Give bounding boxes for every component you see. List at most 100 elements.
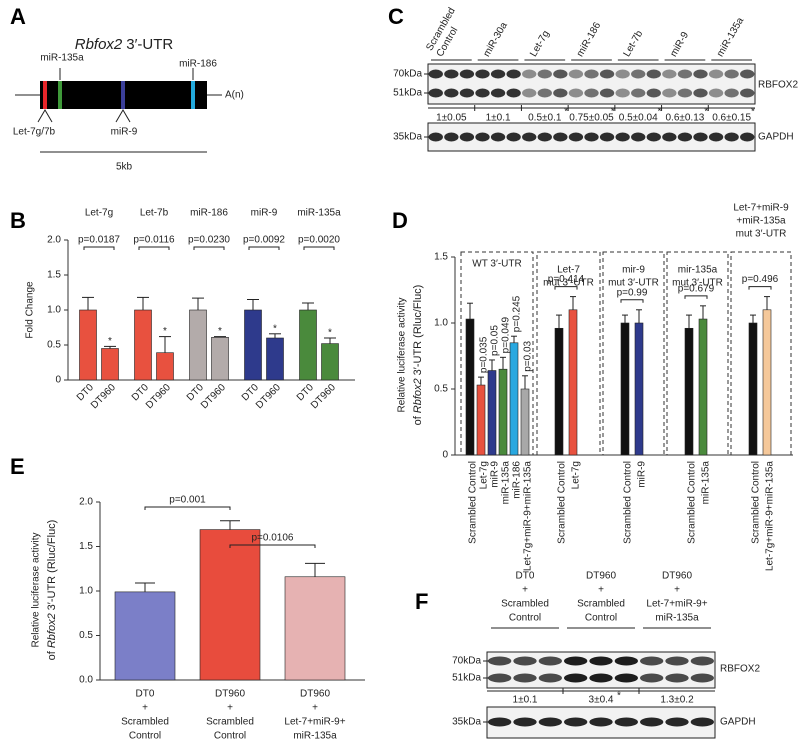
band [564, 717, 588, 727]
group-label: +miR-135a [736, 216, 786, 227]
bar [244, 309, 262, 381]
bar [568, 309, 578, 456]
band [677, 69, 693, 79]
bar [748, 322, 758, 456]
band [589, 717, 613, 727]
x-tick-label: miR-9 [637, 461, 648, 488]
band [506, 69, 521, 79]
bracket [620, 299, 644, 303]
bracket [83, 246, 115, 250]
bracket [144, 506, 231, 510]
y-tick-label: 1.0 [434, 318, 448, 329]
site-label: miR-9 [111, 127, 138, 138]
protein-label: RBFOX2 [720, 664, 760, 675]
panel-letter: E [10, 454, 25, 479]
panel-letter: A [10, 4, 26, 29]
band [459, 69, 475, 79]
band [584, 88, 599, 98]
lane-label: + [674, 585, 680, 596]
y-tick-label: 1.5 [79, 541, 93, 552]
group-label: miR-9 [251, 208, 278, 219]
y-tick-label: 0 [55, 375, 61, 386]
y-axis-label: Fold Change [25, 281, 36, 339]
x-tick-label: + [142, 703, 148, 714]
x-tick-label: Control [214, 731, 246, 742]
bar [554, 327, 564, 456]
band [615, 88, 630, 98]
title-rest: 3′-UTR [126, 36, 173, 53]
band [708, 132, 724, 142]
band [444, 88, 459, 98]
marker-label: 35kDa [393, 132, 422, 143]
group-label: mir-135a [678, 265, 718, 276]
x-tick-label: DT0 [136, 689, 155, 700]
band [599, 132, 615, 142]
band [537, 132, 552, 142]
band [646, 69, 661, 79]
y-axis-label: of Rbfox2 3′-UTR (Rluc/Fluc) [46, 520, 58, 661]
significance: * [617, 691, 621, 702]
quant-label: 0.6±0.15 [712, 113, 751, 124]
panel-letter: C [388, 4, 404, 29]
lane-label: miR-135a [655, 613, 699, 624]
band [506, 132, 521, 142]
y-label-part: of [412, 415, 424, 425]
band [564, 656, 588, 666]
x-tick-label: Control [129, 731, 161, 742]
quant-label: 1±0.05 [436, 113, 467, 124]
band [662, 132, 677, 142]
lane-label: + [522, 585, 528, 596]
title-gene: Rbfox2 [75, 36, 123, 53]
band [428, 132, 443, 142]
lane-label: DT0 [516, 571, 535, 582]
x-tick-label: DT960 [300, 689, 330, 700]
bar [284, 576, 346, 681]
p-value: p=0.99 [617, 287, 648, 298]
group-label: WT 3′-UTR [472, 259, 521, 270]
bar [620, 322, 630, 456]
band [614, 656, 638, 666]
band [522, 88, 537, 98]
group-label: Let-7 [557, 265, 580, 276]
band [475, 132, 490, 142]
bracket [684, 295, 708, 299]
band [677, 88, 693, 98]
band [584, 69, 599, 79]
band [568, 69, 584, 79]
y-tick-label: 0.5 [47, 340, 61, 351]
band [513, 717, 537, 727]
group-label: Let-7g [85, 208, 113, 219]
band [690, 717, 714, 727]
lane-label: miR-30a [481, 20, 510, 59]
panel-title: Rbfox2 3′-UTR [75, 36, 174, 53]
band [428, 69, 443, 79]
band [538, 656, 562, 666]
lane-label: Let-7g [528, 29, 552, 59]
bracket [748, 286, 772, 290]
p-value: p=0.679 [678, 283, 715, 294]
scale-label: 5kb [116, 162, 133, 173]
y-tick-label: 1.5 [434, 252, 448, 263]
bar [101, 348, 119, 381]
quant-label: 0.75±0.05 [569, 113, 614, 124]
quant-label: 0.6±0.13 [665, 113, 704, 124]
band [589, 656, 613, 666]
band [444, 69, 459, 79]
bar [684, 327, 694, 456]
y-label-gene: Rbfox2 [412, 378, 424, 413]
x-tick-label: miR-186 [512, 461, 523, 499]
band [640, 673, 664, 683]
quant-label: 0.5±0.04 [619, 113, 658, 124]
protein-label: GAPDH [758, 132, 794, 143]
band [490, 69, 506, 79]
lane-label: DT960 [662, 571, 692, 582]
band [640, 717, 664, 727]
lane-label: Control [585, 613, 617, 624]
band [665, 717, 689, 727]
band [553, 69, 568, 79]
significance: * [704, 107, 708, 118]
panel-letter: D [392, 208, 408, 233]
band [459, 88, 475, 98]
